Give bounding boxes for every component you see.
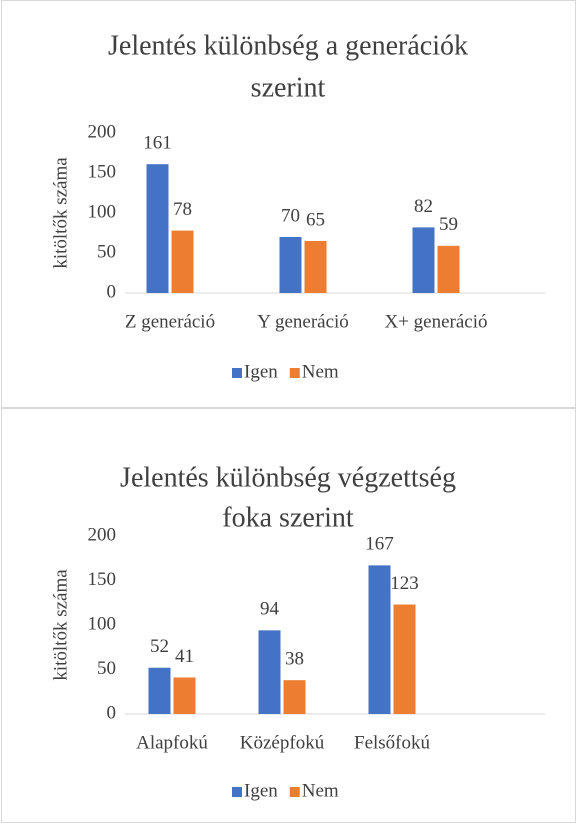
legend-swatch <box>289 787 300 797</box>
y-tick-label: 50 <box>97 658 116 679</box>
data-label: 78 <box>173 199 192 220</box>
data-label: 70 <box>281 205 300 226</box>
chart-frame <box>1 408 576 823</box>
legend-swatch <box>232 368 242 378</box>
y-tick-label: 100 <box>88 613 117 634</box>
chart-frame <box>1 0 576 408</box>
data-label: 167 <box>365 534 394 555</box>
data-label: 38 <box>285 649 304 670</box>
legend-label: Igen <box>244 780 278 801</box>
data-label: 94 <box>260 599 280 620</box>
bar <box>304 241 327 293</box>
data-label: 161 <box>143 133 172 154</box>
y-tick-label: 50 <box>97 241 116 262</box>
y-tick-label: 150 <box>88 569 117 590</box>
x-tick-label: Y generáció <box>257 311 349 332</box>
y-tick-label: 200 <box>88 121 117 142</box>
x-tick-label: Középfokú <box>240 732 325 753</box>
data-label: 82 <box>414 196 433 217</box>
bar <box>148 667 171 714</box>
legend-label: Nem <box>302 361 339 382</box>
y-tick-label: 200 <box>88 524 117 545</box>
data-label: 41 <box>175 646 194 667</box>
legend-label: Igen <box>244 361 278 382</box>
chart-title: Jelentés különbség a generációk <box>108 30 468 61</box>
chart-title: foka szerint <box>222 502 354 533</box>
x-tick-label: X+ generáció <box>384 311 487 332</box>
data-label: 59 <box>439 214 458 235</box>
y-tick-label: 0 <box>107 702 117 723</box>
legend-label: Nem <box>302 780 339 801</box>
data-label: 65 <box>306 209 325 230</box>
bar <box>258 630 281 714</box>
x-tick-label: Z generáció <box>125 311 215 332</box>
x-tick-label: Felsőfokú <box>354 732 431 753</box>
bar <box>173 677 196 714</box>
data-label: 52 <box>150 636 169 657</box>
legend-swatch <box>289 368 300 378</box>
chart-title: Jelentés különbség végzettség <box>120 462 456 493</box>
bar <box>146 164 169 293</box>
bar <box>283 680 306 714</box>
data-label: 123 <box>390 573 419 594</box>
bar <box>368 565 391 714</box>
y-tick-label: 150 <box>88 161 117 182</box>
y-axis-title: kitöltők száma <box>50 157 71 269</box>
bar <box>437 245 460 293</box>
bar <box>171 230 194 293</box>
bar <box>279 237 302 293</box>
bar <box>393 604 416 714</box>
chart-title: szerint <box>251 72 326 103</box>
y-tick-label: 100 <box>88 201 117 222</box>
y-tick-label: 0 <box>107 281 117 302</box>
y-axis-title: kitöltők száma <box>50 569 71 681</box>
bar <box>412 227 435 293</box>
legend-swatch <box>232 787 242 797</box>
x-tick-label: Alapfokú <box>136 732 208 753</box>
